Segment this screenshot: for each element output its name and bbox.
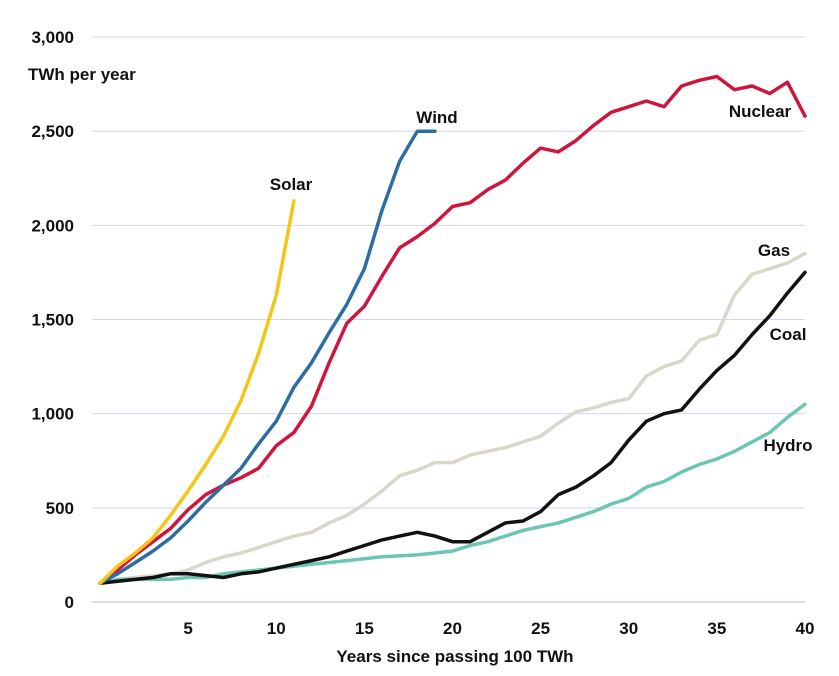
series-line-nuclear — [98, 74, 807, 585]
series-line-hydro — [98, 402, 807, 585]
series-label-wind: Wind — [416, 108, 457, 127]
x-tick-label: 20 — [443, 619, 462, 638]
series-label-solar: Solar — [270, 175, 313, 194]
x-tick-label: 10 — [267, 619, 286, 638]
series-lines — [98, 74, 807, 585]
y-tick-label: 1,500 — [31, 311, 74, 330]
y-tick-label: 3,000 — [31, 28, 74, 47]
gridlines — [92, 36, 805, 603]
y-axis-ticks: 0 500 1,000 1,500 2,000 2,500 3,000 — [31, 28, 74, 612]
y-tick-label: 2,000 — [31, 216, 74, 235]
series-label-coal: Coal — [770, 325, 807, 344]
y-tick-label: 2,500 — [31, 122, 74, 141]
y-axis-title: TWh per year — [28, 65, 136, 84]
x-tick-label: 40 — [796, 619, 815, 638]
x-tick-label: 5 — [183, 619, 192, 638]
series-line-coal — [98, 270, 807, 585]
x-tick-label: 35 — [707, 619, 726, 638]
series-label-gas: Gas — [758, 241, 790, 260]
y-tick-label: 1,000 — [31, 405, 74, 424]
y-tick-label: 0 — [65, 593, 74, 612]
series-line-solar — [98, 199, 296, 585]
x-tick-label: 15 — [355, 619, 374, 638]
series-line-wind — [98, 129, 437, 585]
series-line-gas — [98, 251, 807, 585]
x-axis-title: Years since passing 100 TWh — [336, 647, 573, 666]
series-label-hydro: Hydro — [763, 436, 812, 455]
series-label-nuclear: Nuclear — [729, 102, 792, 121]
x-tick-label: 25 — [531, 619, 550, 638]
series-labels: Solar Wind Nuclear Gas Coal Hydro — [270, 102, 813, 455]
x-tick-label: 30 — [619, 619, 638, 638]
x-axis-ticks: 5 10 15 20 25 30 35 40 — [183, 619, 814, 638]
y-tick-label: 500 — [46, 499, 74, 518]
